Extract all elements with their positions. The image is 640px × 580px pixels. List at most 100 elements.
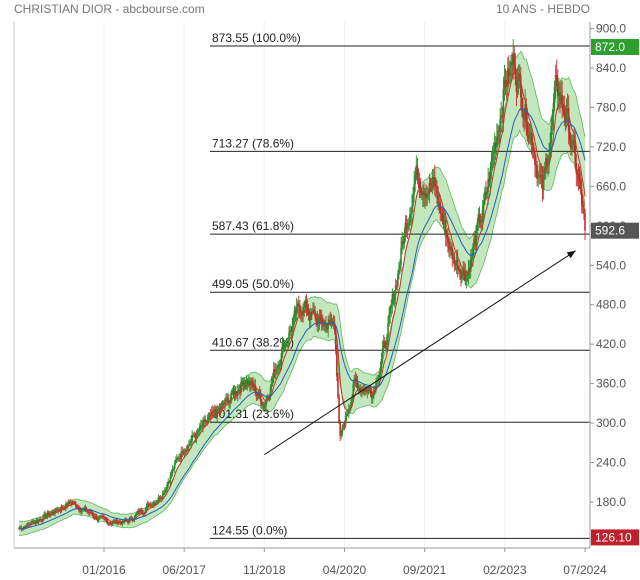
y-tick-label: 300.0 xyxy=(596,416,626,430)
candle-body xyxy=(299,306,301,313)
candle-body xyxy=(140,509,142,512)
candle-body xyxy=(238,390,240,391)
candle-body xyxy=(356,381,359,389)
candle-body xyxy=(86,511,89,513)
candle-body xyxy=(275,369,277,373)
candle-body xyxy=(575,162,578,174)
candle-body xyxy=(567,108,570,133)
candle-body xyxy=(228,402,230,404)
fib-label: 587.43 (61.8%) xyxy=(212,219,294,233)
candle-body xyxy=(289,330,291,333)
candle-body xyxy=(155,502,158,504)
candle-body xyxy=(269,386,272,397)
candle-body xyxy=(79,510,81,512)
candle-body xyxy=(29,523,31,525)
candle-body xyxy=(222,402,225,404)
candle-body xyxy=(508,68,510,77)
candle-body xyxy=(94,516,97,518)
candle-body xyxy=(401,241,403,248)
candle-body xyxy=(96,519,99,521)
y-tick-label: 780.0 xyxy=(596,100,626,114)
candle-body xyxy=(424,194,426,197)
candle-body xyxy=(37,519,40,522)
candle-body xyxy=(562,104,565,110)
candle-body xyxy=(58,509,61,511)
candle-body xyxy=(209,414,212,416)
candle-body xyxy=(576,173,579,174)
price-tag-high xyxy=(591,38,639,55)
candle-body xyxy=(318,315,321,322)
y-tick-label: 720.0 xyxy=(596,140,626,154)
candle-body xyxy=(87,511,90,513)
candle-body xyxy=(518,73,521,77)
candle-body xyxy=(208,414,211,418)
candle-body xyxy=(342,425,345,428)
candle-body xyxy=(293,310,296,318)
candle-body xyxy=(135,513,138,515)
candle-body xyxy=(145,506,148,511)
candle-body xyxy=(340,433,343,436)
candle-body xyxy=(198,426,201,431)
candle-body xyxy=(246,380,249,385)
fib-label: 713.27 (78.6%) xyxy=(212,136,294,150)
candle-body xyxy=(146,503,149,507)
candle-body xyxy=(564,117,567,122)
candle-body xyxy=(374,389,376,391)
candle-body xyxy=(156,501,159,503)
candle-body xyxy=(479,221,482,223)
candle-body xyxy=(97,518,100,521)
candle-body xyxy=(583,207,585,214)
candle-body xyxy=(193,435,196,437)
candle-body xyxy=(189,443,191,445)
candle-body xyxy=(201,425,203,427)
candle-body xyxy=(33,522,36,524)
candle-body xyxy=(362,390,364,393)
candle-body xyxy=(253,384,255,387)
candle-body xyxy=(184,450,187,452)
plot-area xyxy=(14,22,590,548)
candle-body xyxy=(300,312,302,314)
candle-body xyxy=(267,397,270,399)
candle-body xyxy=(264,405,266,408)
candle-body xyxy=(324,323,326,325)
price-tags: 872.0 592.6 126.10 xyxy=(591,38,639,546)
candle-body xyxy=(212,411,214,412)
candle-body xyxy=(512,53,514,66)
candle-body xyxy=(414,175,417,185)
candle-body xyxy=(523,116,525,120)
candle-body xyxy=(42,516,44,522)
candle-body xyxy=(573,139,575,145)
candle-body xyxy=(204,419,207,423)
chart-period: 10 ANS - HEBDO xyxy=(496,2,590,16)
candle-body xyxy=(284,343,287,345)
candle-body xyxy=(354,378,357,380)
candle-body xyxy=(192,435,195,437)
candle-body xyxy=(504,79,507,85)
candle-body xyxy=(234,390,237,394)
candle-body xyxy=(501,115,504,118)
candle-body xyxy=(266,397,269,400)
candle-body xyxy=(206,420,209,423)
candle-body xyxy=(290,330,292,332)
candle-body xyxy=(230,392,233,401)
candle-body xyxy=(430,184,433,186)
candle-body xyxy=(313,309,315,311)
candle-body xyxy=(488,179,491,183)
candle-body xyxy=(49,513,52,515)
candle-body xyxy=(221,402,224,406)
candle-body xyxy=(413,184,415,195)
candle-body xyxy=(40,519,42,521)
candle-body xyxy=(489,167,492,183)
candle-body xyxy=(164,489,166,493)
candle-body xyxy=(336,351,338,377)
candle-body xyxy=(368,387,371,389)
candle-body xyxy=(90,511,92,514)
candle-body xyxy=(56,509,59,511)
candle-body xyxy=(464,273,467,281)
candle-body xyxy=(178,457,180,459)
candle-body xyxy=(349,407,351,410)
candle-body xyxy=(38,519,41,521)
candle-body xyxy=(282,343,285,349)
candle-body xyxy=(245,380,248,384)
candle-body xyxy=(34,522,37,523)
